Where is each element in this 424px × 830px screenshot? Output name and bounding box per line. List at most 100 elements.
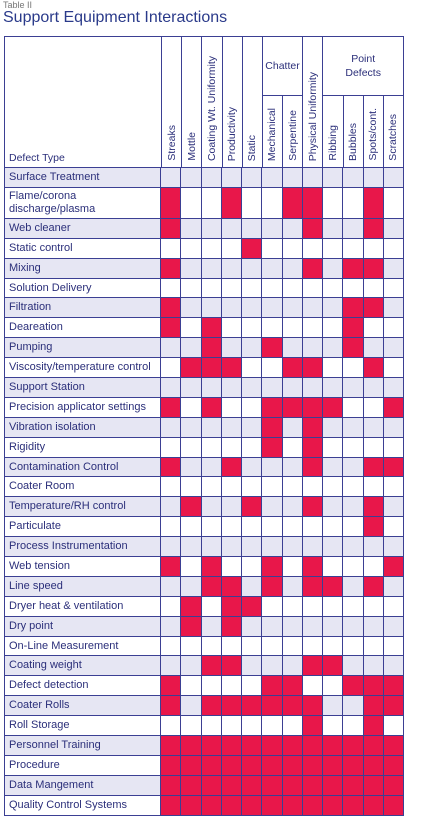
interaction-cell [363, 457, 383, 477]
interaction-cell [161, 168, 181, 187]
interaction-cell [363, 168, 383, 187]
interaction-cell [161, 557, 181, 576]
interaction-cell [282, 656, 302, 676]
interaction-cell [242, 716, 262, 736]
interaction-cell [302, 676, 322, 696]
interaction-cell [161, 358, 181, 378]
interaction-cell [181, 258, 201, 278]
interaction-cell [302, 238, 322, 258]
interaction-cell [181, 477, 201, 497]
interaction-cell [181, 437, 201, 457]
interaction-cell [282, 696, 302, 716]
interaction-cell [221, 656, 241, 676]
interaction-cell [323, 497, 343, 517]
column-header: Streaks [161, 37, 181, 167]
row-label: Flame/corona discharge/plasma [5, 187, 160, 218]
interaction-cell [221, 676, 241, 696]
interaction-cell [181, 338, 201, 358]
interaction-cell [221, 557, 241, 576]
interaction-cell [343, 378, 363, 397]
row-label: Viscosity/temperature control [5, 358, 160, 378]
interaction-cell [363, 716, 383, 736]
interaction-cell [242, 616, 262, 636]
interaction-cell [161, 477, 181, 497]
interaction-cell [363, 358, 383, 378]
interaction-cell [323, 576, 343, 596]
interaction-cell [181, 457, 201, 477]
interaction-cell [282, 576, 302, 596]
interaction-cell [383, 517, 403, 537]
column-header: Bubbles [342, 96, 363, 167]
interaction-cell [221, 576, 241, 596]
column-header: Static [241, 37, 262, 167]
interaction-cell [343, 477, 363, 497]
interaction-cell [383, 755, 403, 775]
interaction-cell [201, 795, 221, 815]
row-label: Static control [5, 238, 160, 258]
interaction-cell [181, 537, 201, 557]
row-label: Dry point [5, 616, 160, 636]
interaction-cell [161, 417, 181, 437]
interaction-cell [282, 187, 302, 218]
interaction-cell [242, 576, 262, 596]
interaction-cell [161, 716, 181, 736]
row-label: Coating weight [5, 656, 160, 676]
interaction-cell [363, 557, 383, 576]
interaction-cell [343, 636, 363, 656]
row-label: Vibration isolation [5, 417, 160, 437]
interaction-cell [383, 318, 403, 338]
interaction-cell [383, 417, 403, 437]
interaction-cell [282, 457, 302, 477]
interaction-cell [363, 298, 383, 318]
interaction-cell [363, 795, 383, 815]
row-label: Contamination Control [5, 457, 160, 477]
interaction-cell [181, 168, 201, 187]
row-label: Personnel Training [5, 736, 160, 755]
interaction-cell [242, 457, 262, 477]
interaction-cell [161, 258, 181, 278]
interaction-cell [161, 656, 181, 676]
interaction-cell [221, 755, 241, 775]
interaction-cell [323, 616, 343, 636]
interaction-cell [242, 696, 262, 716]
interaction-cell [282, 218, 302, 238]
interaction-cell [363, 755, 383, 775]
interaction-cell [221, 298, 241, 318]
interaction-cell [181, 676, 201, 696]
interaction-cell [201, 676, 221, 696]
interaction-cell [221, 517, 241, 537]
interaction-cell [282, 775, 302, 795]
interaction-cell [363, 318, 383, 338]
interaction-cell [282, 755, 302, 775]
interaction-cell [302, 537, 322, 557]
interaction-cell [363, 656, 383, 676]
interaction-cell [363, 537, 383, 557]
interaction-cell [323, 517, 343, 537]
interaction-cell [262, 497, 282, 517]
interaction-cell [363, 477, 383, 497]
interaction-cell [201, 278, 221, 298]
interaction-cell [343, 736, 363, 755]
interaction-cell [242, 318, 262, 338]
row-label: Temperature/RH control [5, 497, 160, 517]
row-label: Coater Rolls [5, 696, 160, 716]
interaction-cell [221, 278, 241, 298]
group-label: Chatter [265, 60, 300, 72]
interaction-cell [262, 168, 282, 187]
interaction-cell [201, 168, 221, 187]
column-header: Mechanical [261, 96, 282, 167]
interaction-cell [343, 187, 363, 218]
interaction-cell [323, 457, 343, 477]
interaction-cell [323, 218, 343, 238]
interaction-cell [302, 338, 322, 358]
interaction-cell [181, 517, 201, 537]
row-label: On-Line Measurement [5, 636, 160, 656]
interaction-cell [242, 755, 262, 775]
interaction-cell [282, 616, 302, 636]
interaction-cell [201, 457, 221, 477]
row-label: Dryer heat & ventilation [5, 596, 160, 616]
interaction-cell [242, 477, 262, 497]
interaction-cell [161, 696, 181, 716]
interaction-cell [363, 258, 383, 278]
interaction-cell [161, 676, 181, 696]
